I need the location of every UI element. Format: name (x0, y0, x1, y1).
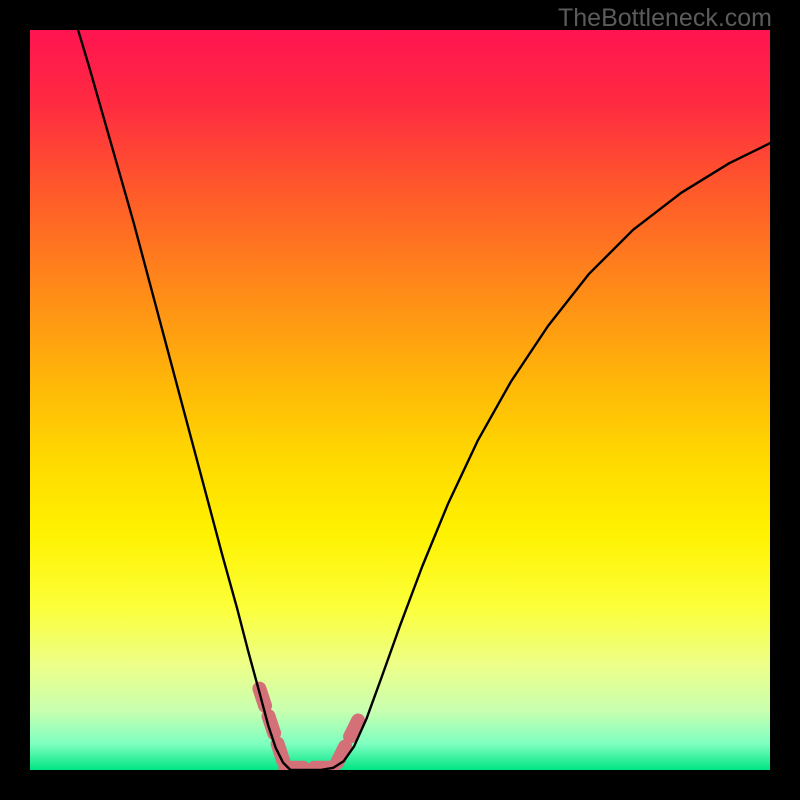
plot-frame (30, 30, 770, 770)
plot-area (30, 30, 770, 770)
watermark-text: TheBottleneck.com (558, 4, 772, 33)
chart-svg (30, 30, 770, 770)
valley-marker-segment (259, 689, 285, 767)
bottleneck-curve (78, 30, 770, 770)
